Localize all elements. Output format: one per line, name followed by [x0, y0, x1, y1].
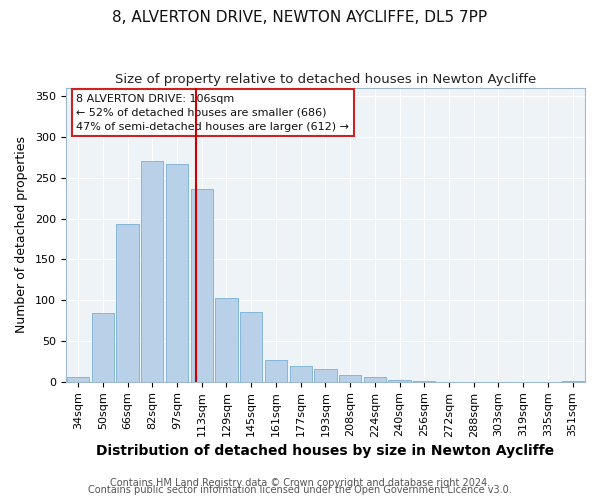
Bar: [191, 189, 213, 382]
Bar: [265, 360, 287, 382]
Text: 8 ALVERTON DRIVE: 106sqm
← 52% of detached houses are smaller (686)
47% of semi-: 8 ALVERTON DRIVE: 106sqm ← 52% of detach…: [76, 94, 349, 132]
Bar: [67, 377, 89, 382]
Bar: [562, 381, 584, 382]
Bar: [116, 224, 139, 382]
Text: Contains HM Land Registry data © Crown copyright and database right 2024.: Contains HM Land Registry data © Crown c…: [110, 478, 490, 488]
Bar: [290, 366, 312, 382]
Bar: [215, 298, 238, 382]
Bar: [314, 370, 337, 382]
Bar: [413, 381, 436, 382]
Bar: [92, 313, 114, 382]
Y-axis label: Number of detached properties: Number of detached properties: [15, 136, 28, 334]
Text: 8, ALVERTON DRIVE, NEWTON AYCLIFFE, DL5 7PP: 8, ALVERTON DRIVE, NEWTON AYCLIFFE, DL5 …: [112, 10, 488, 25]
Title: Size of property relative to detached houses in Newton Aycliffe: Size of property relative to detached ho…: [115, 72, 536, 86]
Bar: [364, 377, 386, 382]
Bar: [166, 164, 188, 382]
Bar: [388, 380, 410, 382]
X-axis label: Distribution of detached houses by size in Newton Aycliffe: Distribution of detached houses by size …: [97, 444, 554, 458]
Text: Contains public sector information licensed under the Open Government Licence v3: Contains public sector information licen…: [88, 485, 512, 495]
Bar: [141, 162, 163, 382]
Bar: [240, 312, 262, 382]
Bar: [339, 375, 361, 382]
